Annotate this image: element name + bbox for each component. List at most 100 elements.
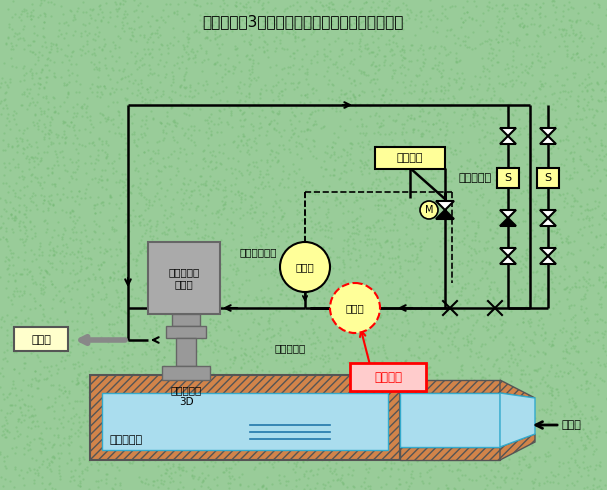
Point <box>297 425 307 433</box>
Point <box>360 336 370 344</box>
Point <box>140 422 149 430</box>
Point <box>591 412 600 420</box>
Point <box>134 312 143 320</box>
Point <box>548 0 558 4</box>
Point <box>454 74 464 81</box>
Point <box>495 330 504 338</box>
Point <box>238 373 248 381</box>
Point <box>277 91 287 98</box>
Point <box>518 340 528 348</box>
Point <box>308 417 317 425</box>
Point <box>469 321 478 329</box>
Point <box>78 252 87 260</box>
Point <box>137 246 147 254</box>
Point <box>251 158 261 166</box>
Point <box>429 323 438 331</box>
Point <box>245 13 254 21</box>
Point <box>230 354 240 362</box>
Point <box>271 126 281 134</box>
Point <box>21 214 31 221</box>
Point <box>396 6 405 14</box>
Point <box>371 278 381 286</box>
Point <box>125 335 135 343</box>
Point <box>548 270 557 277</box>
Point <box>249 134 259 142</box>
Point <box>354 333 364 341</box>
Point <box>572 97 582 104</box>
Point <box>416 383 426 391</box>
Point <box>563 238 572 245</box>
Point <box>515 124 525 132</box>
Point <box>157 402 166 410</box>
Point <box>135 406 144 414</box>
Point <box>415 246 425 254</box>
Point <box>198 396 208 404</box>
Point <box>226 204 236 212</box>
Point <box>225 379 235 387</box>
Point <box>197 172 206 180</box>
Point <box>264 120 274 128</box>
Point <box>533 365 543 373</box>
Point <box>203 255 213 263</box>
Point <box>327 17 337 24</box>
Point <box>518 272 528 280</box>
Point <box>210 30 220 38</box>
Point <box>278 167 288 175</box>
Point <box>216 302 226 310</box>
Point <box>274 107 284 115</box>
Point <box>152 93 161 101</box>
Point <box>211 345 220 353</box>
Point <box>15 186 25 194</box>
Point <box>126 24 135 32</box>
Point <box>536 216 546 224</box>
Point <box>354 310 364 318</box>
Point <box>154 45 164 52</box>
Point <box>112 226 121 234</box>
Point <box>354 283 364 291</box>
Point <box>470 172 480 180</box>
Point <box>478 62 488 70</box>
Point <box>314 219 324 226</box>
Point <box>164 162 174 170</box>
Point <box>361 71 371 79</box>
Point <box>415 102 425 110</box>
Point <box>228 381 238 389</box>
Point <box>422 80 432 88</box>
Point <box>538 104 548 112</box>
Point <box>39 196 49 204</box>
Point <box>361 238 370 245</box>
Point <box>119 10 129 18</box>
Point <box>265 15 274 23</box>
Point <box>205 441 215 448</box>
Point <box>69 31 78 39</box>
Point <box>389 329 399 337</box>
Point <box>469 122 479 130</box>
Point <box>551 173 560 181</box>
Point <box>543 128 552 136</box>
Point <box>431 422 441 430</box>
Point <box>484 49 493 57</box>
Point <box>358 143 368 151</box>
Point <box>515 115 524 122</box>
Point <box>198 23 208 30</box>
Point <box>439 89 449 97</box>
Point <box>0 463 10 470</box>
Point <box>590 196 600 204</box>
Point <box>511 150 521 158</box>
Point <box>205 315 215 322</box>
Point <box>324 457 333 465</box>
Point <box>408 442 418 450</box>
Point <box>30 191 39 198</box>
Point <box>10 212 20 220</box>
Point <box>500 297 509 305</box>
Point <box>21 236 30 244</box>
Point <box>212 58 222 66</box>
Point <box>354 66 364 74</box>
Point <box>219 176 229 184</box>
Point <box>195 105 205 113</box>
Point <box>262 297 271 305</box>
Point <box>54 287 64 295</box>
Point <box>505 217 515 224</box>
Point <box>551 241 561 249</box>
Point <box>470 44 480 52</box>
